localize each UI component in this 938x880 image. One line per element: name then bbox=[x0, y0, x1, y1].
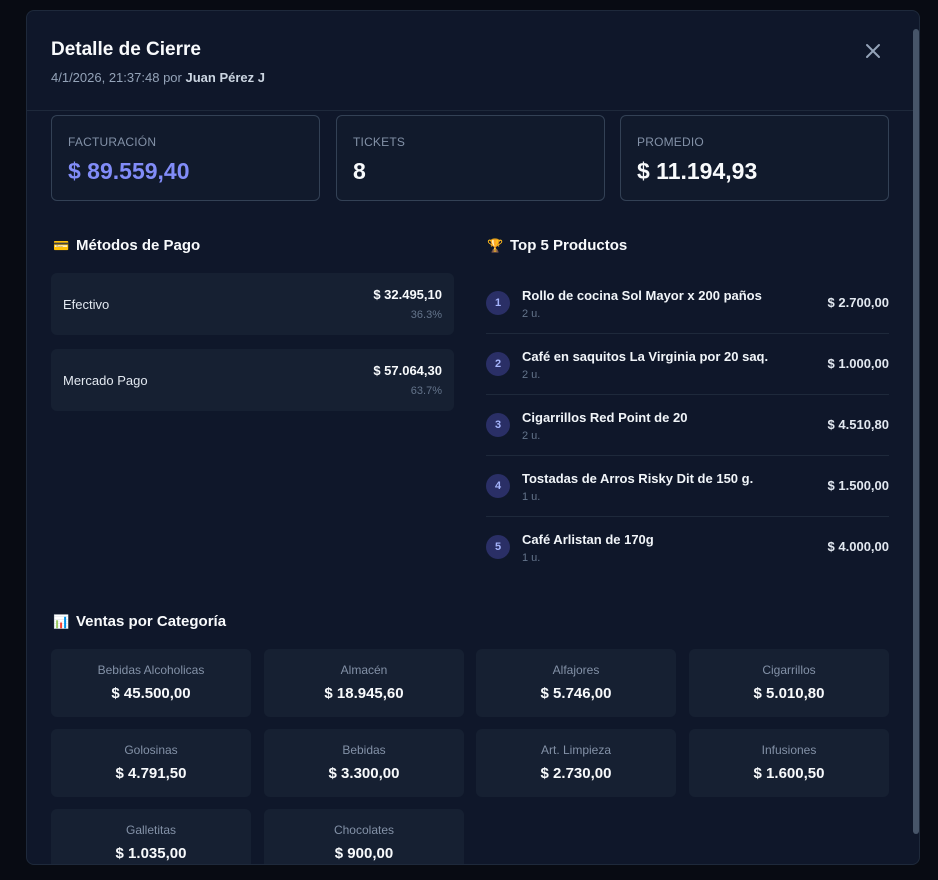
category-name: Cigarrillos bbox=[762, 663, 816, 677]
category-value: $ 1.035,00 bbox=[115, 845, 187, 862]
product-row: 3 Cigarrillos Red Point de 20 2 u. $ 4.5… bbox=[486, 395, 889, 456]
product-qty: 2 u. bbox=[522, 308, 541, 320]
category-name: Almacén bbox=[340, 663, 388, 677]
trophy-icon: 🏆 bbox=[487, 238, 504, 253]
category-card: Infusiones $ 1.600,50 bbox=[689, 729, 889, 797]
category-card: Cigarrillos $ 5.010,80 bbox=[689, 649, 889, 717]
product-rank-badge: 2 bbox=[486, 352, 510, 376]
product-name: Tostadas de Arros Risky Dit de 150 g. bbox=[522, 471, 754, 486]
stat-card-tickets: TICKETS 8 bbox=[336, 115, 605, 201]
payment-name: Mercado Pago bbox=[63, 373, 148, 388]
stat-label: PROMEDIO bbox=[637, 135, 704, 149]
product-total: $ 4.510,80 bbox=[827, 417, 889, 432]
product-name: Café Arlistan de 170g bbox=[522, 532, 654, 547]
category-card: Art. Limpieza $ 2.730,00 bbox=[476, 729, 676, 797]
category-value: $ 5.746,00 bbox=[540, 685, 612, 702]
category-value: $ 5.010,80 bbox=[753, 685, 825, 702]
product-name: Café en saquitos La Virginia por 20 saq. bbox=[522, 349, 769, 364]
category-value: $ 45.500,00 bbox=[111, 685, 191, 702]
closing-datetime: 4/1/2026, 21:37:48 bbox=[51, 70, 160, 85]
product-row: 2 Café en saquitos La Virginia por 20 sa… bbox=[486, 334, 889, 395]
category-name: Art. Limpieza bbox=[540, 743, 612, 757]
product-row: 1 Rollo de cocina Sol Mayor x 200 paños … bbox=[486, 273, 889, 334]
category-name: Alfajores bbox=[552, 663, 600, 677]
stat-value: $ 11.194,93 bbox=[637, 158, 758, 184]
scrollbar[interactable] bbox=[913, 29, 919, 834]
product-rank-badge: 4 bbox=[486, 474, 510, 498]
product-rank-badge: 3 bbox=[486, 413, 510, 437]
modal-header: Detalle de Cierre 4/1/2026, 21:37:48 por… bbox=[27, 11, 913, 111]
category-name: Galletitas bbox=[125, 823, 177, 837]
product-total: $ 2.700,00 bbox=[827, 295, 889, 310]
top-products-title: 🏆 Top 5 Productos bbox=[487, 237, 627, 254]
product-total: $ 1.500,00 bbox=[827, 478, 889, 493]
product-qty: 2 u. bbox=[522, 369, 541, 381]
product-qty: 1 u. bbox=[522, 552, 541, 564]
product-row: 4 Tostadas de Arros Risky Dit de 150 g. … bbox=[486, 456, 889, 517]
category-value: $ 2.730,00 bbox=[540, 765, 612, 782]
product-qty: 2 u. bbox=[522, 430, 541, 442]
payment-amount: $ 32.495,10 bbox=[373, 287, 442, 302]
payment-name: Efectivo bbox=[63, 297, 110, 312]
category-name: Chocolates bbox=[333, 823, 395, 837]
category-value: $ 900,00 bbox=[334, 845, 394, 862]
product-rank-badge: 5 bbox=[486, 535, 510, 559]
category-value: $ 3.300,00 bbox=[328, 765, 400, 782]
payment-methods-label: Métodos de Pago bbox=[76, 237, 201, 254]
product-name: Cigarrillos Red Point de 20 bbox=[522, 410, 688, 425]
payment-row-cash: Efectivo $ 32.495,10 36.3% bbox=[51, 273, 454, 335]
payment-amount: $ 57.064,30 bbox=[373, 363, 442, 378]
product-rank-badge: 1 bbox=[486, 291, 510, 315]
category-name: Infusiones bbox=[761, 743, 817, 757]
payment-row-mercado-pago: Mercado Pago $ 57.064,30 63.7% bbox=[51, 349, 454, 411]
category-card: Chocolates $ 900,00 bbox=[264, 809, 464, 864]
category-card: Alfajores $ 5.746,00 bbox=[476, 649, 676, 717]
category-card: Golosinas $ 4.791,50 bbox=[51, 729, 251, 797]
product-total: $ 1.000,00 bbox=[827, 356, 889, 371]
category-card: Almacén $ 18.945,60 bbox=[264, 649, 464, 717]
payment-methods-title: 💳 Métodos de Pago bbox=[53, 237, 200, 254]
category-name: Bebidas Alcoholicas bbox=[97, 663, 205, 677]
payment-percent: 36.3% bbox=[410, 309, 442, 321]
closing-detail-modal: Detalle de Cierre 4/1/2026, 21:37:48 por… bbox=[26, 10, 920, 865]
stat-value: 8 bbox=[353, 158, 366, 184]
product-name: Rollo de cocina Sol Mayor x 200 paños bbox=[522, 288, 762, 303]
stat-value: $ 89.559,40 bbox=[68, 158, 190, 184]
modal-subtitle: 4/1/2026, 21:37:48 por Juan Pérez J bbox=[51, 70, 265, 85]
product-total: $ 4.000,00 bbox=[827, 539, 889, 554]
category-value: $ 4.791,50 bbox=[115, 765, 187, 782]
stat-card-average: PROMEDIO $ 11.194,93 bbox=[620, 115, 889, 201]
stat-card-billing: FACTURACIÓN $ 89.559,40 bbox=[51, 115, 320, 201]
category-name: Bebidas bbox=[342, 743, 386, 757]
categories-label: Ventas por Categoría bbox=[76, 613, 227, 630]
product-row: 5 Café Arlistan de 170g 1 u. $ 4.000,00 bbox=[486, 517, 889, 578]
payment-percent: 63.7% bbox=[410, 385, 442, 397]
category-name: Golosinas bbox=[124, 743, 178, 757]
category-value: $ 18.945,60 bbox=[324, 685, 404, 702]
top-products-label: Top 5 Productos bbox=[510, 237, 628, 254]
stat-label: TICKETS bbox=[353, 135, 406, 149]
credit-card-icon: 💳 bbox=[53, 238, 70, 253]
closing-user: Juan Pérez J bbox=[185, 70, 265, 85]
category-card: Galletitas $ 1.035,00 bbox=[51, 809, 251, 864]
product-qty: 1 u. bbox=[522, 491, 541, 503]
categories-title: 📊 Ventas por Categoría bbox=[53, 613, 226, 630]
by-label: por bbox=[163, 70, 182, 85]
modal-title: Detalle de Cierre bbox=[51, 39, 201, 60]
category-card: Bebidas Alcoholicas $ 45.500,00 bbox=[51, 649, 251, 717]
stat-label: FACTURACIÓN bbox=[68, 135, 157, 149]
close-button[interactable] bbox=[861, 39, 885, 63]
scrollbar-thumb[interactable] bbox=[913, 29, 919, 834]
category-value: $ 1.600,50 bbox=[753, 765, 825, 782]
category-card: Bebidas $ 3.300,00 bbox=[264, 729, 464, 797]
close-icon bbox=[866, 44, 880, 58]
bar-chart-icon: 📊 bbox=[53, 614, 70, 629]
